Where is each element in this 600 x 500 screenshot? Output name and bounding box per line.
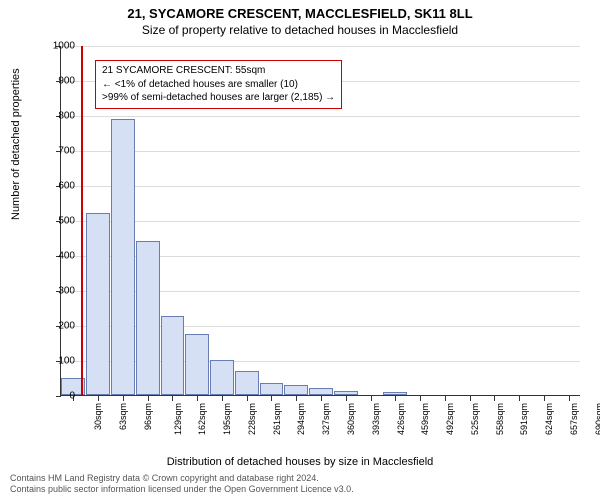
xtick-label: 327sqm	[321, 403, 331, 435]
callout-line: >99% of semi-detached houses are larger …	[102, 91, 335, 105]
attribution-line: Contains HM Land Registry data © Crown c…	[10, 473, 354, 485]
page-subtitle: Size of property relative to detached ho…	[0, 21, 600, 37]
xtick-label: 459sqm	[420, 403, 430, 435]
ytick-label: 900	[35, 76, 75, 87]
xtick-label: 393sqm	[371, 403, 381, 435]
histogram-bar	[284, 385, 308, 396]
histogram-bar	[210, 360, 234, 395]
xtick-label: 96sqm	[143, 403, 153, 430]
xtick-label: 294sqm	[297, 403, 307, 435]
histogram-bar	[334, 391, 358, 395]
ytick-label: 200	[35, 321, 75, 332]
xtick-label: 30sqm	[93, 403, 103, 430]
attribution-line: Contains public sector information licen…	[10, 484, 354, 496]
x-axis-label: Distribution of detached houses by size …	[0, 456, 600, 468]
gridline	[61, 186, 580, 187]
xtick	[494, 396, 495, 401]
xtick	[271, 396, 272, 401]
xtick-label: 426sqm	[396, 403, 406, 435]
xtick	[172, 396, 173, 401]
histogram-bar	[185, 334, 209, 395]
callout-line: ← <1% of detached houses are smaller (10…	[102, 78, 335, 92]
xtick	[445, 396, 446, 401]
xtick	[197, 396, 198, 401]
histogram-bar	[309, 388, 333, 395]
xtick-label: 228sqm	[247, 403, 257, 435]
xtick	[544, 396, 545, 401]
ytick-label: 800	[35, 111, 75, 122]
xtick-label: 162sqm	[197, 403, 207, 435]
callout-line: 21 SYCAMORE CRESCENT: 55sqm	[102, 64, 335, 78]
xtick-label: 129sqm	[173, 403, 183, 435]
xtick	[346, 396, 347, 401]
ytick-label: 0	[35, 391, 75, 402]
xtick	[148, 396, 149, 401]
ytick-label: 300	[35, 286, 75, 297]
xtick	[371, 396, 372, 401]
page-title: 21, SYCAMORE CRESCENT, MACCLESFIELD, SK1…	[0, 0, 600, 21]
xtick	[569, 396, 570, 401]
histogram-bar	[383, 392, 407, 396]
xtick-label: 195sqm	[222, 403, 232, 435]
ytick-label: 700	[35, 146, 75, 157]
ytick-label: 100	[35, 356, 75, 367]
gridline	[61, 116, 580, 117]
xtick-label: 261sqm	[272, 403, 282, 435]
gridline	[61, 221, 580, 222]
xtick-label: 492sqm	[445, 403, 455, 435]
xtick-label: 690sqm	[594, 403, 600, 435]
histogram-bar	[111, 119, 135, 396]
callout-box: 21 SYCAMORE CRESCENT: 55sqm ← <1% of det…	[95, 60, 342, 109]
attribution-text: Contains HM Land Registry data © Crown c…	[10, 473, 354, 496]
ytick-label: 600	[35, 181, 75, 192]
ytick-label: 1000	[35, 41, 75, 52]
histogram-bar	[260, 383, 284, 395]
histogram-bar	[136, 241, 160, 395]
xtick	[247, 396, 248, 401]
xtick-label: 624sqm	[544, 403, 554, 435]
subject-marker-line	[81, 46, 83, 395]
histogram-bar	[235, 371, 259, 396]
ytick-label: 400	[35, 251, 75, 262]
xtick-label: 63sqm	[118, 403, 128, 430]
xtick	[296, 396, 297, 401]
xtick	[123, 396, 124, 401]
y-axis-label: Number of detached properties	[10, 68, 22, 220]
gridline	[61, 151, 580, 152]
xtick	[519, 396, 520, 401]
gridline	[61, 46, 580, 47]
xtick	[98, 396, 99, 401]
xtick	[470, 396, 471, 401]
xtick-label: 657sqm	[569, 403, 579, 435]
histogram-bar	[86, 213, 110, 395]
xtick	[395, 396, 396, 401]
xtick	[420, 396, 421, 401]
xtick	[321, 396, 322, 401]
xtick-label: 591sqm	[519, 403, 529, 435]
xtick-label: 558sqm	[495, 403, 505, 435]
xtick-label: 525sqm	[470, 403, 480, 435]
histogram-bar	[161, 316, 185, 395]
xtick	[222, 396, 223, 401]
xtick-label: 360sqm	[346, 403, 356, 435]
ytick-label: 500	[35, 216, 75, 227]
